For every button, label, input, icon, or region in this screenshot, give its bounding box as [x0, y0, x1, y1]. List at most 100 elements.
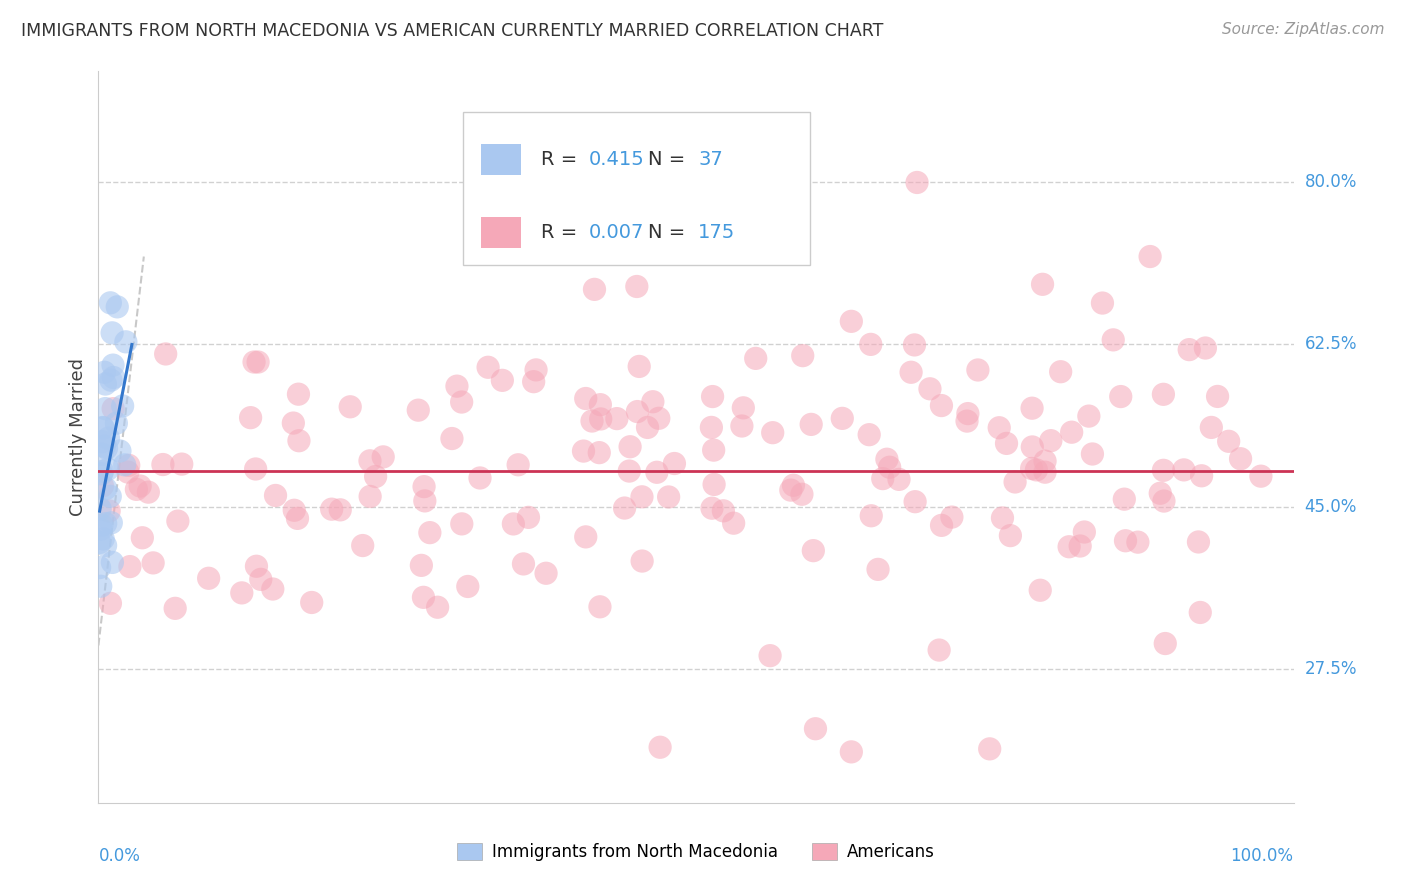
Point: [352, 539, 374, 553]
Point: [245, 559, 267, 574]
Point: [1060, 425, 1083, 440]
Point: [1077, 409, 1099, 423]
Point: [931, 518, 953, 533]
Point: [991, 511, 1014, 525]
Point: [1178, 343, 1201, 357]
Point: [762, 425, 785, 440]
Point: [841, 314, 863, 328]
Point: [502, 516, 524, 531]
Point: [626, 404, 648, 418]
Point: [702, 390, 724, 404]
Point: [105, 416, 128, 430]
Point: [589, 398, 612, 412]
Point: [523, 375, 546, 389]
Point: [1021, 401, 1043, 416]
Legend: Immigrants from North Macedonia, Americans: Immigrants from North Macedonia, America…: [451, 836, 941, 868]
Point: [101, 401, 124, 416]
Point: [419, 525, 441, 540]
Point: [583, 282, 606, 296]
Point: [903, 338, 925, 352]
Point: [359, 454, 381, 468]
Point: [91, 464, 114, 478]
Point: [589, 412, 612, 426]
FancyBboxPatch shape: [463, 112, 810, 265]
Point: [900, 365, 922, 379]
Point: [858, 427, 880, 442]
Point: [118, 458, 141, 473]
Point: [239, 410, 262, 425]
Point: [94, 538, 117, 552]
Point: [723, 516, 745, 531]
Point: [440, 432, 463, 446]
Point: [664, 457, 686, 471]
Point: [887, 472, 910, 486]
Point: [170, 457, 193, 471]
Point: [918, 382, 941, 396]
Point: [1021, 461, 1043, 475]
Point: [589, 599, 612, 614]
Point: [249, 573, 271, 587]
Point: [301, 595, 323, 609]
Point: [413, 480, 436, 494]
Point: [860, 508, 883, 523]
Point: [114, 458, 136, 472]
Point: [1000, 528, 1022, 542]
Point: [731, 419, 754, 434]
Point: [572, 444, 595, 458]
Point: [426, 600, 449, 615]
Point: [879, 460, 901, 475]
Point: [321, 502, 343, 516]
Text: 0.0%: 0.0%: [98, 847, 141, 864]
Point: [575, 530, 598, 544]
Point: [136, 485, 159, 500]
Point: [979, 742, 1001, 756]
Point: [105, 300, 128, 314]
Point: [1021, 440, 1043, 454]
Point: [1091, 296, 1114, 310]
Point: [1025, 463, 1047, 477]
Point: [619, 440, 641, 454]
Point: [411, 558, 433, 573]
Point: [412, 591, 434, 605]
Point: [658, 490, 681, 504]
Point: [406, 403, 429, 417]
Point: [468, 471, 491, 485]
Point: [1194, 341, 1216, 355]
Point: [1201, 420, 1223, 434]
Point: [287, 511, 309, 525]
Point: [450, 516, 472, 531]
Point: [91, 434, 114, 449]
Point: [100, 596, 122, 610]
Point: [1069, 539, 1091, 553]
Point: [872, 472, 894, 486]
Point: [165, 601, 187, 615]
Point: [329, 503, 352, 517]
Point: [98, 489, 121, 503]
Point: [648, 411, 671, 425]
Point: [89, 501, 111, 516]
Point: [413, 494, 436, 508]
Point: [90, 467, 112, 481]
Point: [866, 562, 889, 576]
Point: [1102, 333, 1125, 347]
Text: 100.0%: 100.0%: [1230, 847, 1294, 864]
Point: [804, 722, 827, 736]
Y-axis label: Currently Married: Currently Married: [69, 358, 87, 516]
Point: [641, 394, 664, 409]
Point: [1115, 533, 1137, 548]
Point: [508, 458, 530, 472]
Point: [613, 501, 636, 516]
Point: [1033, 454, 1056, 468]
Point: [231, 586, 253, 600]
Point: [90, 522, 112, 536]
Point: [94, 516, 117, 531]
Point: [745, 351, 768, 366]
Point: [283, 503, 305, 517]
Point: [197, 571, 219, 585]
FancyBboxPatch shape: [481, 217, 522, 248]
Point: [1126, 535, 1149, 549]
Point: [967, 363, 990, 377]
Point: [94, 401, 117, 416]
Point: [1218, 434, 1240, 449]
Text: 175: 175: [699, 223, 735, 242]
